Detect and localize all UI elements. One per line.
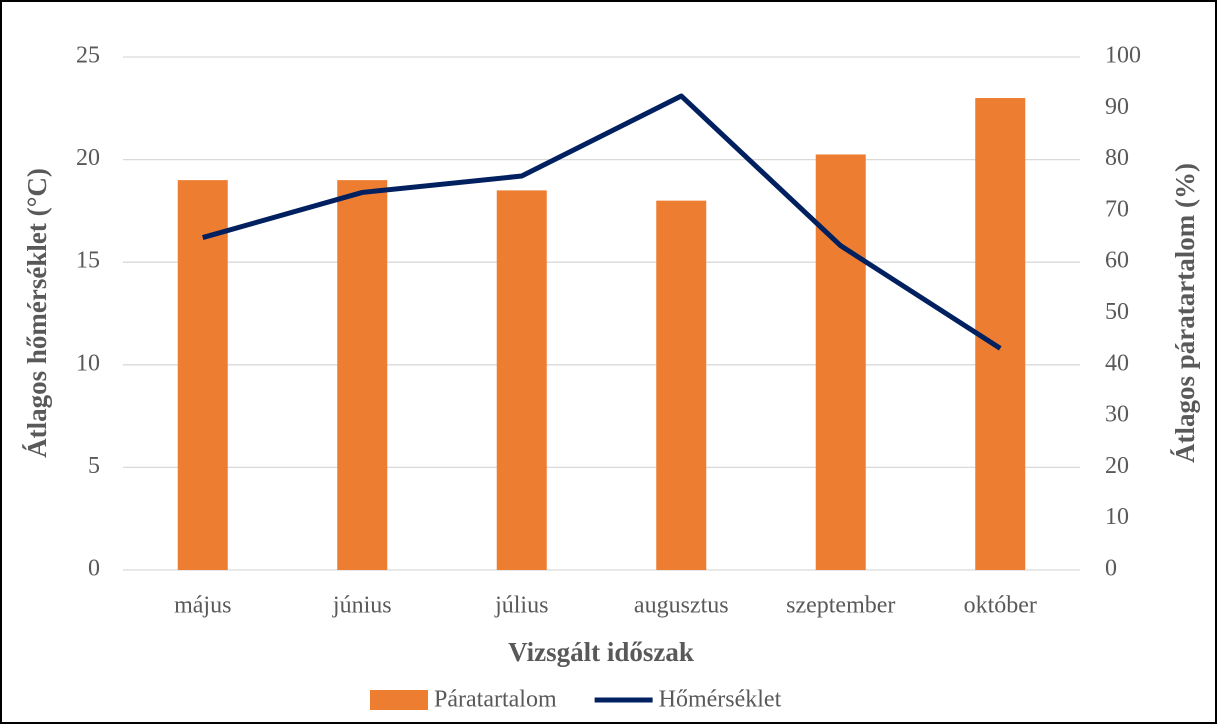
x-tick-label: augusztus (634, 593, 729, 619)
y2-tick-label: 10 (1105, 504, 1129, 530)
y2-tick-label: 70 (1105, 196, 1129, 222)
y2-tick-label: 100 (1105, 43, 1141, 69)
y2-tick-label: 80 (1105, 145, 1129, 171)
y2-axis-title: Átlagos páratartalom (%) (1170, 163, 1200, 463)
bar (815, 154, 866, 570)
y2-tick-label: 30 (1105, 402, 1129, 428)
y2-tick-label: 90 (1105, 94, 1129, 120)
x-tick-label: október (964, 593, 1037, 619)
y-axis-title: Átlagos hőmérséklet (°C) (22, 168, 52, 458)
x-tick-label: június (332, 593, 392, 619)
x-tick-label: május (174, 593, 231, 619)
bar (337, 180, 388, 570)
y2-tick-label: 60 (1105, 248, 1129, 274)
bar (975, 98, 1026, 570)
y2-tick-label: 20 (1105, 453, 1129, 479)
bar (177, 180, 228, 570)
x-axis-title: Vizsgált időszak (508, 637, 694, 667)
y-tick-label: 25 (76, 43, 100, 69)
y2-tick-label: 50 (1105, 299, 1129, 325)
x-tick-label: szeptember (786, 593, 895, 619)
legend-label: Páratartalom (434, 687, 557, 713)
y-tick-label: 5 (88, 453, 100, 479)
y-tick-label: 0 (88, 556, 100, 582)
y-tick-label: 10 (76, 350, 100, 376)
bar (656, 200, 707, 570)
y2-tick-label: 0 (1105, 556, 1117, 582)
bar (496, 190, 547, 570)
y2-tick-label: 40 (1105, 350, 1129, 376)
legend-label: Hőmérséklet (659, 687, 782, 713)
y-tick-label: 15 (76, 248, 100, 274)
x-tick-label: július (494, 593, 548, 619)
legend-swatch (370, 690, 428, 710)
line (202, 93, 1002, 351)
y-tick-label: 20 (76, 145, 100, 171)
